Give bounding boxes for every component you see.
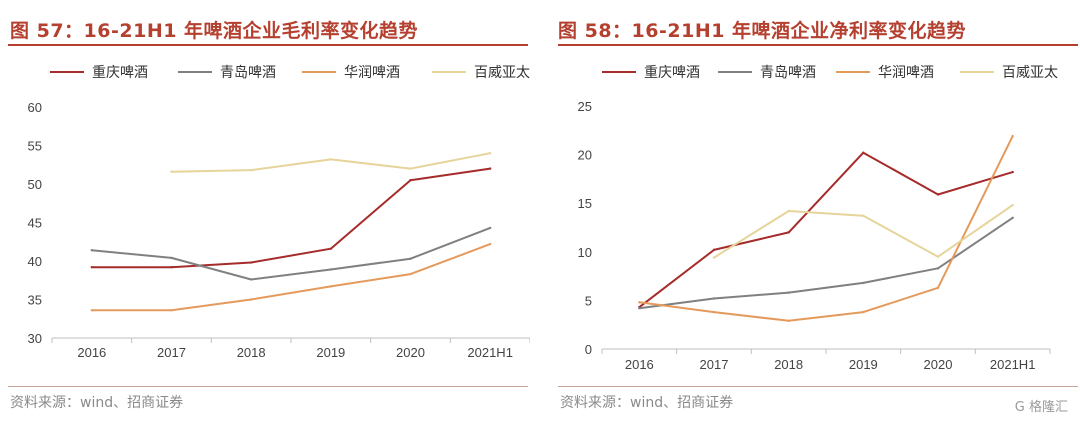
data-point xyxy=(712,256,716,259)
data-point xyxy=(329,268,333,271)
data-point xyxy=(936,255,940,258)
legend-label: 重庆啤酒 xyxy=(92,65,148,81)
x-tick-label: 2020 xyxy=(924,357,953,372)
y-tick-label: 25 xyxy=(578,99,592,114)
y-tick-label: 15 xyxy=(578,196,592,211)
x-tick-label: 2018 xyxy=(237,345,266,360)
data-point xyxy=(409,167,412,170)
x-tick-label: 2021H1 xyxy=(467,345,513,360)
series-line xyxy=(91,243,491,312)
data-point xyxy=(1011,170,1014,174)
data-point xyxy=(1011,203,1014,207)
data-point xyxy=(409,257,412,260)
chart-panel-gross-margin: 图 57：16-21H1 年啤酒企业毛利率变化趋势 重庆啤酒 青岛啤酒 华润啤酒 百威… xyxy=(0,0,530,426)
chart-svg-gross-margin: 重庆啤酒 青岛啤酒 华润啤酒 百威亚太 30 35 40 45 50 55 60 2016 2017 20… xyxy=(28,65,530,360)
y-tick-label: 0 xyxy=(585,342,592,357)
data-point xyxy=(787,209,790,213)
data-point xyxy=(329,285,333,288)
data-point xyxy=(936,267,940,270)
x-tick-label: 2016 xyxy=(77,345,106,360)
series-line xyxy=(639,135,1014,322)
data-point xyxy=(249,278,253,281)
data-point xyxy=(936,286,940,289)
watermark-logo: G 格隆汇 xyxy=(1014,400,1068,415)
series-line xyxy=(91,167,491,269)
data-point xyxy=(488,167,492,170)
data-point xyxy=(787,319,790,323)
data-point xyxy=(712,297,716,300)
y-tick-label: 20 xyxy=(578,148,592,163)
data-point xyxy=(936,193,940,196)
data-point xyxy=(409,178,412,182)
source-note: 资料来源：wind、招商证券 xyxy=(560,395,734,411)
data-point xyxy=(329,247,333,250)
data-point xyxy=(1011,134,1014,138)
data-point xyxy=(90,309,94,312)
x-tick-label: 2016 xyxy=(625,357,654,372)
y-tick-label: 40 xyxy=(28,254,42,269)
x-tick-label: 2017 xyxy=(157,345,186,360)
data-point xyxy=(488,152,492,155)
data-point xyxy=(488,242,492,246)
data-point xyxy=(862,281,865,285)
data-point xyxy=(488,226,492,230)
data-point xyxy=(170,265,173,269)
x-tick-label: 2020 xyxy=(396,345,425,360)
source-divider xyxy=(558,386,1078,387)
y-tick-label: 10 xyxy=(578,245,592,260)
chart-title: 图 58：16-21H1 年啤酒企业净利率变化趋势 xyxy=(558,20,967,42)
series-line xyxy=(639,216,1014,310)
y-tick-label: 30 xyxy=(28,331,42,346)
data-point xyxy=(170,256,173,260)
data-point xyxy=(862,151,865,154)
y-tick-label: 35 xyxy=(28,293,42,308)
legend-label: 百威亚太 xyxy=(1002,65,1058,81)
legend-label: 百威亚太 xyxy=(474,65,530,81)
data-point xyxy=(90,265,94,269)
data-point xyxy=(787,291,790,294)
data-point xyxy=(862,214,865,218)
series-line xyxy=(713,204,1014,259)
data-point xyxy=(409,272,412,276)
series-line xyxy=(171,152,491,173)
chart-svg-net-margin: 重庆啤酒 青岛啤酒 华润啤酒 百威亚太 0 5 10 15 20 25 2016 2017 2018 20… xyxy=(578,65,1058,372)
legend-label: 青岛啤酒 xyxy=(220,65,276,81)
x-tick-label: 2019 xyxy=(849,357,878,372)
y-tick-label: 50 xyxy=(28,177,42,192)
y-tick-label: 5 xyxy=(585,293,592,308)
data-point xyxy=(712,248,716,252)
legend-label: 华润啤酒 xyxy=(344,65,400,81)
data-point xyxy=(787,231,790,234)
legend-label: 重庆啤酒 xyxy=(644,65,700,81)
data-point xyxy=(638,306,641,310)
series-line xyxy=(91,226,491,281)
legend-label: 青岛啤酒 xyxy=(760,65,816,81)
data-point xyxy=(249,298,253,301)
data-point xyxy=(1011,216,1014,219)
title-divider xyxy=(8,44,528,46)
title-divider xyxy=(558,44,1078,46)
chart-panel-net-margin: 图 58：16-21H1 年啤酒企业净利率变化趋势 重庆啤酒 青岛啤酒 华润啤酒 百威… xyxy=(550,0,1080,426)
source-note: 资料来源：wind、招商证券 xyxy=(10,395,184,411)
x-tick-label: 2021H1 xyxy=(990,357,1036,372)
data-point xyxy=(249,168,253,172)
data-point xyxy=(170,170,173,173)
data-point xyxy=(90,249,94,252)
data-point xyxy=(862,310,865,314)
data-point xyxy=(329,158,333,161)
x-tick-label: 2018 xyxy=(774,357,803,372)
data-point xyxy=(638,301,641,304)
y-tick-label: 60 xyxy=(28,100,42,115)
data-point xyxy=(170,309,173,312)
legend-label: 华润啤酒 xyxy=(878,65,934,81)
data-point xyxy=(712,310,716,314)
x-tick-label: 2017 xyxy=(700,357,729,372)
y-tick-label: 45 xyxy=(28,216,42,231)
x-tick-label: 2019 xyxy=(316,345,345,360)
chart-title: 图 57：16-21H1 年啤酒企业毛利率变化趋势 xyxy=(10,20,419,42)
series-line xyxy=(638,151,1013,308)
y-tick-label: 55 xyxy=(28,139,42,154)
source-divider xyxy=(8,386,528,387)
data-point xyxy=(249,261,253,264)
